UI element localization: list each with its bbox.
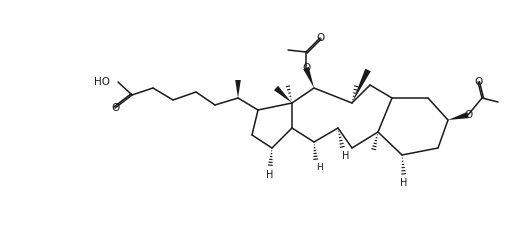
Polygon shape — [352, 69, 371, 103]
Text: O: O — [302, 63, 310, 73]
Text: O: O — [111, 103, 119, 113]
Polygon shape — [303, 67, 314, 88]
Text: H: H — [342, 151, 350, 161]
Text: H: H — [400, 178, 408, 188]
Polygon shape — [235, 80, 241, 98]
Text: O: O — [316, 33, 324, 43]
Text: H: H — [316, 164, 323, 172]
Text: HO: HO — [94, 77, 110, 87]
Text: O: O — [464, 110, 472, 120]
Text: O: O — [474, 77, 482, 87]
Polygon shape — [448, 112, 469, 120]
Polygon shape — [274, 86, 292, 103]
Text: H: H — [266, 170, 274, 180]
